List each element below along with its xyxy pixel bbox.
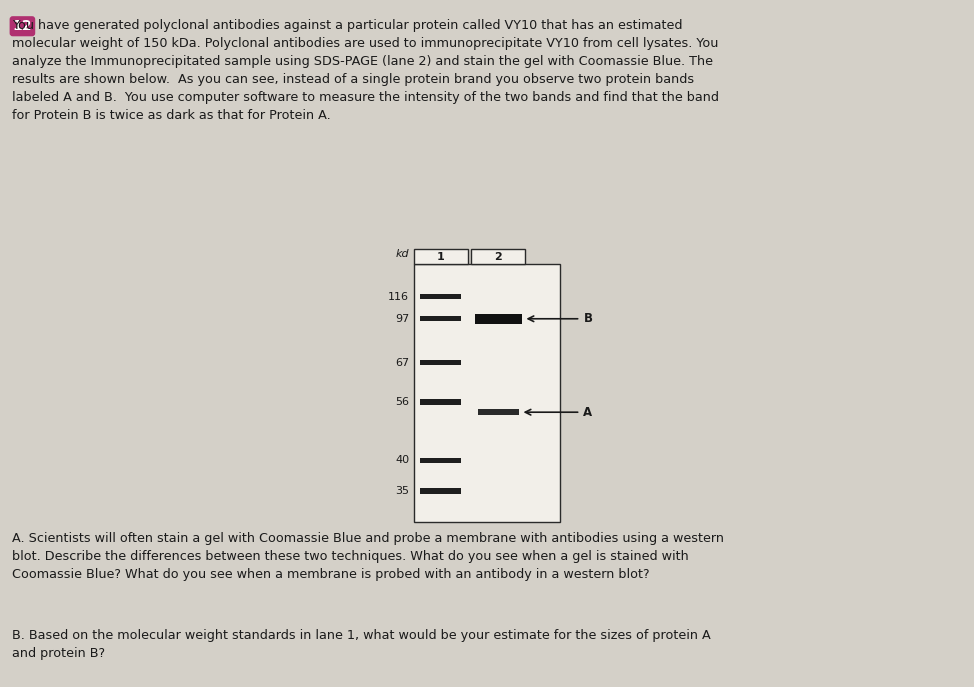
Bar [421, 398, 462, 405]
FancyBboxPatch shape [471, 249, 525, 264]
Bar [474, 314, 522, 324]
Text: B. Based on the molecular weight standards in lane 1, what would be your estimat: B. Based on the molecular weight standar… [12, 629, 710, 660]
Bar [414, 264, 560, 522]
FancyBboxPatch shape [414, 249, 468, 264]
Text: 67: 67 [394, 358, 409, 368]
Text: 35: 35 [395, 486, 409, 496]
Text: kd: kd [395, 249, 409, 260]
Bar [421, 316, 462, 321]
Text: B: B [583, 313, 592, 325]
Bar [477, 409, 518, 415]
Text: A: A [583, 406, 592, 418]
Bar [421, 294, 462, 299]
Text: A. Scientists will often stain a gel with Coomassie Blue and probe a membrane wi: A. Scientists will often stain a gel wit… [12, 532, 724, 581]
Text: 1: 1 [437, 252, 444, 262]
Bar [421, 488, 462, 495]
Text: 56: 56 [395, 397, 409, 407]
Text: 40: 40 [394, 455, 409, 465]
Bar [421, 360, 462, 365]
Text: 116: 116 [388, 292, 409, 302]
Text: 12: 12 [13, 19, 32, 33]
Text: You have generated polyclonal antibodies against a particular protein called VY1: You have generated polyclonal antibodies… [12, 19, 719, 122]
Text: 2: 2 [495, 252, 502, 262]
Text: 97: 97 [394, 314, 409, 324]
Bar [421, 458, 462, 463]
